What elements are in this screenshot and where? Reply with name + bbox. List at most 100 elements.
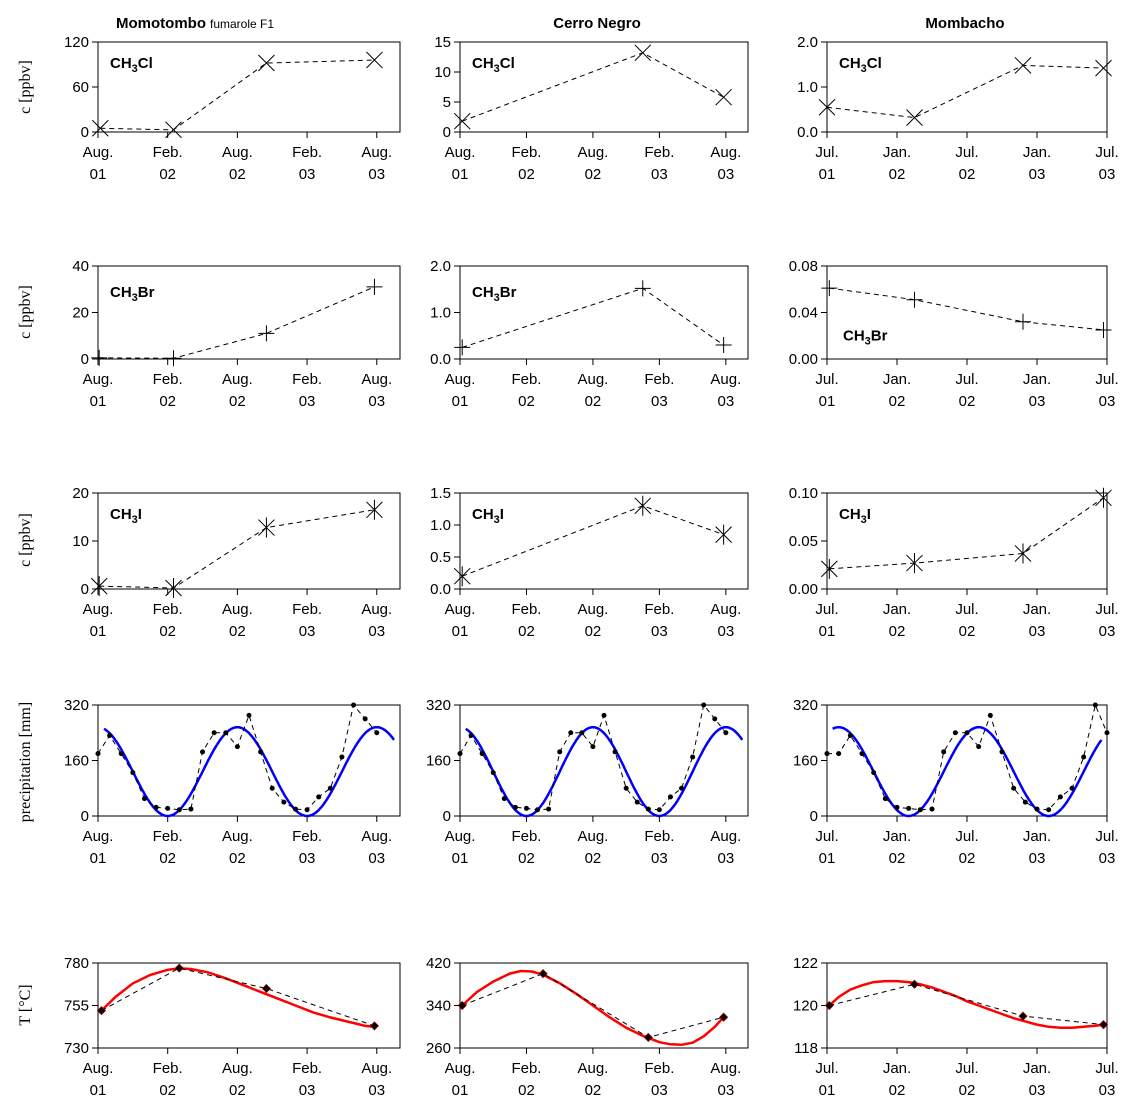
data-point (824, 751, 830, 757)
series-line (462, 973, 724, 1038)
data-point (634, 495, 652, 516)
panel-r0-c0: 0 60 120 Aug. 01 Feb. 02 Aug. 02 Feb. 03 Aug. 03 CH3C… (64, 34, 401, 183)
x-tick-label: Aug. 03 (361, 601, 392, 640)
data-point (174, 963, 184, 973)
y-tick-label: 0.04 (789, 305, 818, 322)
y-tick-label: 60 (72, 79, 89, 96)
y-tick-label: 160 (793, 753, 818, 770)
column-subtitle-momotombo: fumarole F1 (210, 17, 274, 31)
data-point (366, 51, 383, 69)
temperature-fit-line (461, 969, 725, 1047)
data-point (479, 751, 485, 757)
data-point (987, 712, 993, 718)
x-tick-label: Feb. 03 (292, 601, 322, 640)
data-point (667, 794, 673, 800)
x-tick-label: Jan. 02 (883, 144, 911, 183)
x-tick-label: Jul. 01 (815, 601, 838, 640)
data-point (165, 350, 182, 367)
y-tick-label: 0 (81, 124, 89, 141)
data-point (366, 278, 383, 295)
data-point (258, 325, 275, 342)
x-tick-label: Aug. 02 (577, 371, 608, 410)
data-point (906, 291, 923, 308)
x-tick-label: Aug. 01 (83, 1060, 114, 1099)
data-point (165, 805, 171, 811)
series-line (100, 59, 375, 131)
x-tick-label: Aug. 02 (577, 144, 608, 183)
temperature-fit-line (100, 967, 375, 1029)
data-point (976, 744, 982, 750)
x-tick-label: Jul. 02 (955, 828, 978, 867)
x-tick-label: Feb. 02 (511, 828, 541, 867)
y-tick-label: 0.00 (789, 581, 818, 598)
data-point (645, 806, 651, 812)
x-tick-label: Jan. 02 (883, 828, 911, 867)
data-point (882, 796, 888, 802)
data-point (118, 751, 124, 757)
data-point (847, 733, 853, 739)
data-point (590, 744, 596, 750)
x-tick-label: Feb. 02 (511, 371, 541, 410)
data-point (457, 1000, 467, 1011)
data-point (557, 749, 563, 755)
x-tick-label: Jul. 01 (815, 828, 838, 867)
data-point (200, 749, 206, 755)
data-point (917, 807, 923, 813)
data-point (820, 558, 838, 579)
data-point (1022, 799, 1028, 805)
data-point (568, 730, 574, 736)
data-point (165, 578, 182, 599)
x-tick-label: Feb. 02 (153, 144, 183, 183)
x-tick-label: Aug. 01 (445, 371, 476, 410)
data-point (457, 751, 463, 757)
x-tick-label: Jul. 01 (815, 144, 838, 183)
y-tick-label: 340 (426, 998, 451, 1015)
x-tick-label: Feb. 02 (153, 1060, 183, 1099)
y-tick-label: 0 (81, 581, 89, 598)
data-point (999, 749, 1005, 755)
x-tick-label: Feb. 03 (292, 144, 322, 183)
data-point (351, 702, 357, 708)
y-tick-label: 160 (426, 753, 451, 770)
x-tick-label: Aug. 02 (222, 828, 253, 867)
x-tick-label: Aug. 03 (361, 371, 392, 410)
data-point (1098, 1020, 1109, 1030)
y-tick-label: 780 (64, 955, 89, 972)
x-tick-label: Jan. 02 (883, 371, 911, 410)
x-tick-label: Feb. 02 (153, 371, 183, 410)
x-tick-label: Aug. 01 (83, 828, 114, 867)
species-label: CH3Br (110, 284, 155, 304)
data-point (1014, 57, 1032, 74)
precipitation-fit-line (465, 725, 744, 818)
y-tick-label: 420 (426, 955, 451, 972)
row-2-ylabel: c [ppbv] (17, 513, 34, 567)
data-point (258, 54, 275, 72)
panel-r0-c1: 0 5 10 15 Aug. 01 Feb. 02 Aug. 02 Feb. 03 Aug. 03 CH3C… (434, 34, 749, 183)
series-line (829, 287, 1104, 331)
data-point (468, 733, 474, 739)
data-point (211, 730, 217, 736)
data-point (656, 807, 662, 813)
data-point (894, 804, 900, 810)
data-point (941, 749, 947, 755)
x-tick-label: Feb. 03 (292, 828, 322, 867)
x-tick-label: Feb. 02 (511, 601, 541, 640)
panel-r4-c2: 118 120 122 Jul. 01 Jan. 02 Jul. 02 Jan. 03 Jul. 03 (793, 955, 1119, 1099)
data-point (316, 794, 322, 800)
panels: 0 60 120 Aug. 01 Feb. 02 Aug. 02 Feb. 03 Aug. 03 CH3C… (64, 34, 1119, 1099)
x-tick-label: Feb. 03 (644, 371, 674, 410)
y-tick-label: 0.05 (789, 533, 818, 550)
y-tick-label: 1.0 (797, 79, 818, 96)
data-point (690, 754, 696, 760)
data-point (634, 44, 652, 62)
data-point (1104, 730, 1110, 736)
data-point (153, 804, 159, 810)
data-point (258, 749, 264, 755)
plot-frame (97, 492, 401, 590)
data-point (281, 799, 287, 805)
series-line (459, 703, 727, 811)
panel-r3-c2: 0 160 320 Jul. 01 Jan. 02 Jul. 02 Jan. 03 Jul. 03 (793, 697, 1119, 867)
data-point (715, 524, 732, 545)
row-4-ylabel: T [°C] (17, 984, 34, 1025)
